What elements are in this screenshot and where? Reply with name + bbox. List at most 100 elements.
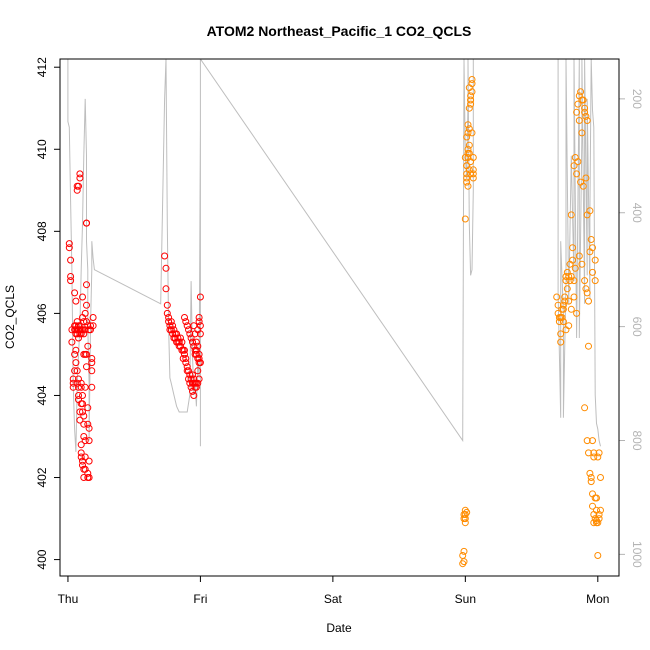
data-point	[71, 350, 79, 358]
data-point	[583, 211, 591, 219]
data-point	[577, 88, 585, 96]
data-point	[76, 170, 84, 178]
data-point	[65, 244, 73, 252]
data-point	[591, 277, 599, 285]
data-point	[181, 314, 188, 321]
data-point	[189, 371, 196, 379]
data-point	[196, 330, 204, 338]
data-point	[71, 289, 79, 297]
data-point	[594, 552, 602, 559]
data-point	[463, 174, 471, 182]
data-point	[191, 346, 199, 354]
x-tick-label: Mon	[586, 592, 609, 606]
data-point	[467, 96, 475, 104]
data-point	[67, 277, 75, 285]
data-point	[88, 359, 96, 367]
data-point	[190, 322, 198, 330]
data-point	[461, 154, 469, 161]
data-point	[579, 96, 587, 104]
data-point	[175, 338, 183, 346]
data-point	[80, 318, 88, 326]
data-point	[88, 383, 96, 391]
data-point	[594, 453, 602, 461]
data-point	[590, 453, 598, 461]
data-point	[79, 400, 86, 408]
data-point	[194, 367, 202, 375]
data-point	[77, 449, 85, 457]
data-point	[191, 383, 199, 391]
y-tick-label: 402	[35, 467, 49, 487]
data-point	[79, 408, 86, 416]
data-point	[582, 174, 590, 182]
axes: 400 402 404 406 408 410 412 200 400 600 800 1000 Thu…	[35, 57, 644, 606]
data-point	[76, 416, 84, 424]
data-point	[71, 367, 79, 375]
data-point	[463, 178, 471, 186]
data-point	[561, 293, 569, 301]
data-point	[565, 297, 573, 305]
data-point	[81, 383, 89, 391]
series-4	[553, 88, 604, 559]
data-point	[563, 285, 571, 293]
data-point	[589, 437, 596, 445]
data-point	[562, 273, 570, 280]
data-point	[464, 129, 472, 137]
data-point	[582, 112, 590, 120]
data-point	[75, 182, 82, 190]
data-point	[581, 108, 589, 116]
data-point	[464, 182, 472, 190]
data-point	[80, 465, 88, 473]
data-point	[87, 322, 94, 330]
data-point	[83, 281, 90, 289]
data-point	[465, 104, 473, 112]
y-tick-label: 412	[35, 57, 49, 77]
data-point	[85, 457, 93, 465]
data-point	[83, 350, 90, 358]
data-point	[565, 322, 573, 330]
data-point	[587, 478, 595, 486]
data-point	[76, 174, 84, 182]
data-point	[186, 330, 194, 338]
data-point	[573, 108, 581, 116]
data-point	[75, 396, 82, 404]
data-point	[77, 441, 85, 449]
data-point	[467, 100, 475, 108]
data-point	[85, 474, 93, 481]
data-point	[178, 338, 186, 346]
data-point	[585, 342, 592, 350]
data-point	[182, 355, 190, 362]
y-axis-label: CO2_QCLS	[3, 285, 17, 349]
y2-tick-label: 1000	[630, 541, 644, 568]
data-point	[191, 330, 199, 338]
data-point	[73, 379, 81, 387]
data-point	[468, 76, 476, 83]
data-point	[196, 322, 204, 330]
data-point	[465, 149, 473, 157]
data-point	[72, 297, 80, 305]
data-point	[190, 392, 198, 399]
data-point	[557, 330, 565, 338]
data-point	[185, 367, 192, 375]
data-point	[77, 453, 85, 461]
data-point	[80, 474, 88, 481]
data-point	[595, 511, 603, 518]
data-point	[165, 318, 173, 326]
data-point	[461, 519, 469, 527]
data-point	[570, 293, 578, 301]
data-point	[183, 322, 191, 330]
data-point	[465, 84, 473, 92]
data-point	[583, 437, 591, 445]
plot-area	[65, 59, 604, 568]
data-point	[79, 293, 86, 301]
data-point	[570, 162, 578, 170]
data-point	[573, 309, 581, 317]
data-point	[79, 457, 86, 465]
data-point	[84, 404, 92, 412]
data-point	[583, 289, 591, 297]
data-point	[571, 264, 579, 272]
series-1	[65, 170, 97, 481]
data-point	[574, 100, 582, 108]
data-point	[579, 182, 587, 190]
data-point	[464, 121, 472, 129]
